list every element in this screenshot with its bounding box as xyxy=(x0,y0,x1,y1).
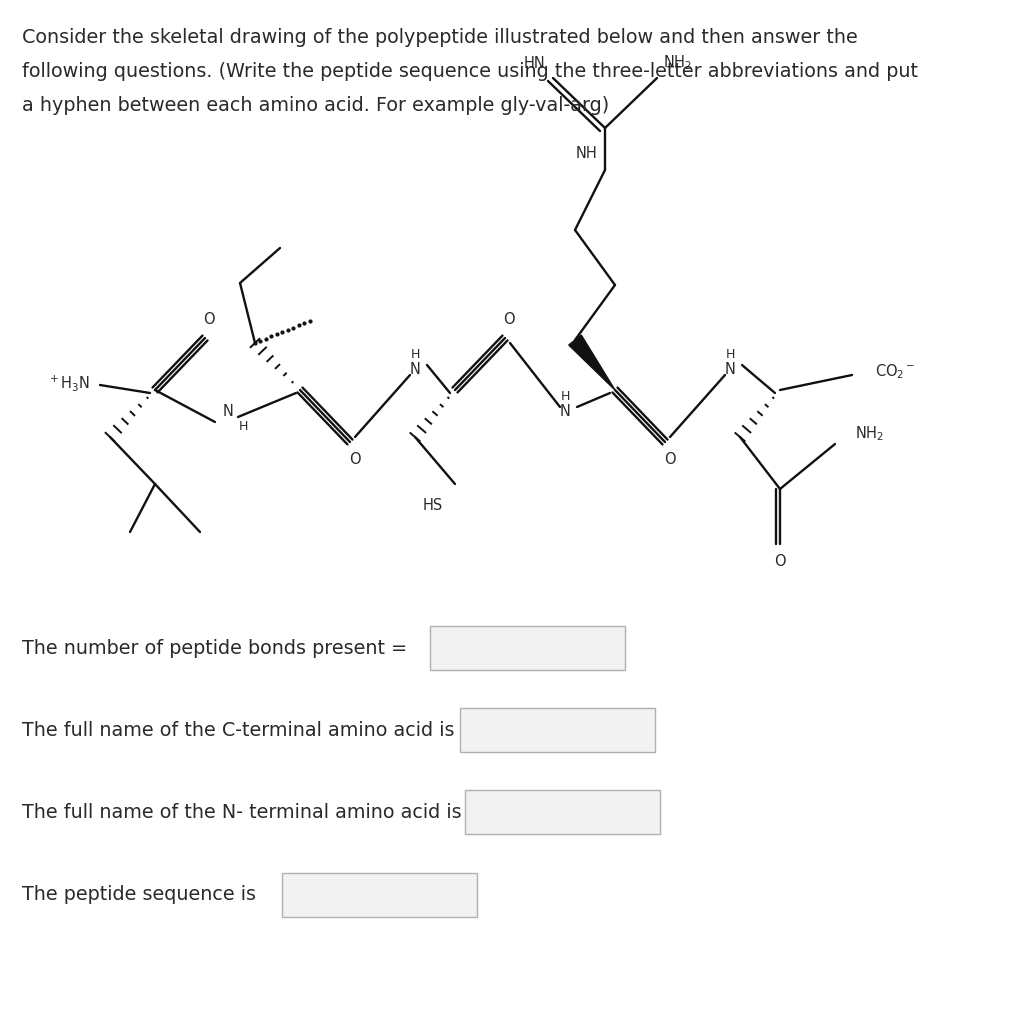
Bar xyxy=(464,790,659,834)
Text: $^+$H$_3$N: $^+$H$_3$N xyxy=(47,373,89,393)
Text: CO$_2$$^-$: CO$_2$$^-$ xyxy=(875,362,915,381)
Text: Consider the skeletal drawing of the polypeptide illustrated below and then answ: Consider the skeletal drawing of the pol… xyxy=(22,28,857,47)
Text: The full name of the C-terminal amino acid is: The full name of the C-terminal amino ac… xyxy=(22,721,454,739)
Bar xyxy=(282,873,476,918)
Text: N: N xyxy=(559,404,570,420)
Text: N: N xyxy=(724,362,735,378)
Text: a hyphen between each amino acid. For example gly-val-arg): a hyphen between each amino acid. For ex… xyxy=(22,96,609,115)
Polygon shape xyxy=(568,335,615,390)
Text: NH$_2$: NH$_2$ xyxy=(662,53,691,73)
Bar xyxy=(430,626,625,670)
Text: N: N xyxy=(409,362,420,378)
Text: H: H xyxy=(725,347,734,360)
Text: O: O xyxy=(663,453,675,468)
Text: H: H xyxy=(560,389,569,402)
Text: H: H xyxy=(409,347,420,360)
Bar xyxy=(460,708,654,752)
Text: NH$_2$: NH$_2$ xyxy=(854,425,884,443)
Text: O: O xyxy=(349,453,361,468)
Text: N: N xyxy=(222,403,234,419)
Text: H: H xyxy=(238,421,248,433)
Text: The full name of the N- terminal amino acid is: The full name of the N- terminal amino a… xyxy=(22,803,461,821)
Text: O: O xyxy=(502,312,515,328)
Text: O: O xyxy=(203,312,214,328)
Text: O: O xyxy=(773,554,785,568)
Text: The number of peptide bonds present =: The number of peptide bonds present = xyxy=(22,639,406,657)
Text: following questions. (Write the peptide sequence using the three-letter abbrevia: following questions. (Write the peptide … xyxy=(22,62,917,81)
Text: NH: NH xyxy=(575,146,598,162)
Text: HS: HS xyxy=(423,498,443,512)
Text: The peptide sequence is: The peptide sequence is xyxy=(22,886,256,904)
Text: HN: HN xyxy=(524,55,545,71)
